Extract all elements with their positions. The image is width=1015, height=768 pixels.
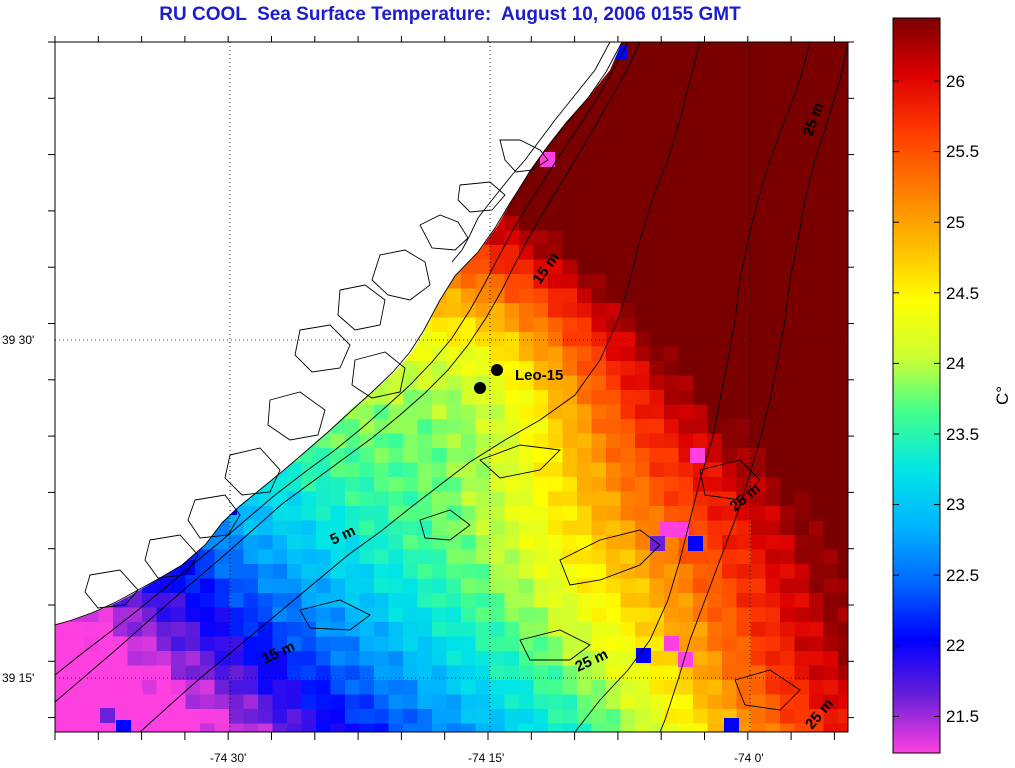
colorbar-tick-label: 24.5 xyxy=(946,284,979,303)
sst-anomaly-cell xyxy=(664,636,679,651)
lon-labels: -74 30' -74 15' -74 0' xyxy=(210,751,764,765)
colorbar-tick-label: 23 xyxy=(946,495,965,514)
colorbar-tick-label: 25 xyxy=(946,213,965,232)
colorbar-labels: 26 25.5 25 24.5 24 23.5 23 22.5 22 21.5 xyxy=(946,72,979,726)
sst-anomaly-cell xyxy=(660,522,675,537)
station-marker xyxy=(474,382,486,394)
frame-ticks xyxy=(48,36,854,740)
sst-anomaly-cell xyxy=(678,652,693,667)
lat-labels: 39 30' 39 15' xyxy=(2,333,34,685)
lon-label: -74 0' xyxy=(734,751,764,765)
lon-label: -74 30' xyxy=(210,751,246,765)
sst-anomaly-cell xyxy=(690,448,705,463)
sst-anomaly-cell xyxy=(100,708,115,723)
colorbar-unit: C° xyxy=(993,386,1012,405)
station-label: Leo-15 xyxy=(515,367,563,384)
colorbar-ticks xyxy=(893,80,940,717)
colorbar: 26 25.5 25 24.5 24 23.5 23 22.5 22 21.5 … xyxy=(892,17,1012,754)
colorbar-tick-label: 21.5 xyxy=(946,707,979,726)
map-frame xyxy=(54,41,849,733)
colorbar-tick-label: 22 xyxy=(946,636,965,655)
colorbar-tick-label: 24 xyxy=(946,354,965,373)
sst-anomaly-cell xyxy=(128,690,143,705)
sst-anomaly-cell xyxy=(674,522,689,537)
station-marker xyxy=(491,364,503,376)
lon-label: -74 15' xyxy=(468,751,504,765)
graticule xyxy=(55,42,848,732)
bathymetry-contours xyxy=(54,41,849,733)
sst-anomaly-cell xyxy=(636,648,651,663)
colorbar-gradient xyxy=(892,17,941,754)
sst-anomaly-cell xyxy=(724,718,739,732)
lat-label: 39 15' xyxy=(2,671,34,685)
sst-anomaly-cell xyxy=(116,720,131,732)
colorbar-tick-label: 22.5 xyxy=(946,566,979,585)
colorbar-tick-label: 26 xyxy=(946,72,965,91)
colorbar-tick-label: 23.5 xyxy=(946,425,979,444)
sst-anomaly-cell xyxy=(688,536,703,551)
leo15-station: Leo-15 xyxy=(474,364,563,394)
lat-label: 39 30' xyxy=(2,333,34,347)
colorbar-tick-label: 25.5 xyxy=(946,142,979,161)
chart-title: RU COOL Sea Surface Temperature: August … xyxy=(159,4,741,25)
